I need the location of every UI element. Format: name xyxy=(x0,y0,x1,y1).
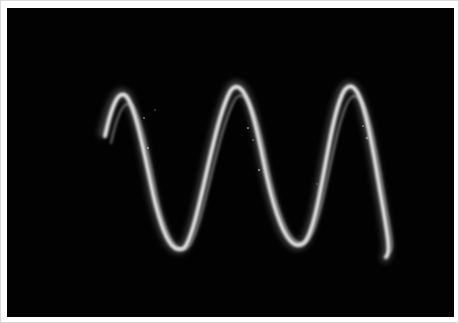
sine-trace-ghost xyxy=(110,94,393,253)
screen-background xyxy=(7,8,454,317)
trace-noise-speckles xyxy=(138,109,374,185)
oscilloscope-screen xyxy=(7,8,454,317)
oscilloscope-display xyxy=(7,8,454,317)
